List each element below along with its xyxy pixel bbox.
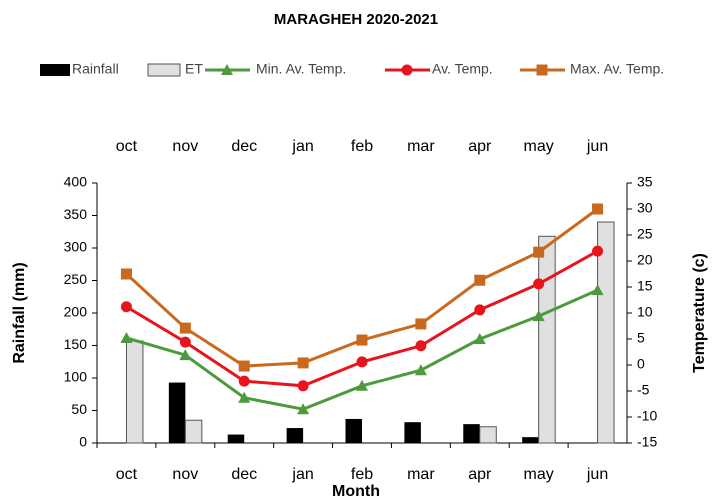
legend-marker (221, 64, 233, 75)
x-axis-label: Month (332, 483, 380, 500)
line-marker (415, 340, 427, 352)
line-marker (238, 391, 251, 403)
line-marker (474, 304, 486, 316)
bar (168, 382, 186, 443)
legend-label: ET (185, 61, 203, 77)
line-marker (297, 357, 309, 369)
y2-tick-label: 25 (637, 226, 653, 242)
line-marker (414, 364, 427, 376)
bar (345, 418, 362, 443)
y-tick-label: 350 (64, 206, 88, 222)
line-marker (591, 284, 604, 296)
x-top-label: jun (586, 138, 608, 155)
x-tick-label: dec (231, 466, 257, 483)
line-marker (356, 379, 368, 391)
line-marker (533, 246, 545, 258)
line-marker (532, 310, 545, 322)
y2-tick-label: -5 (637, 382, 650, 398)
line-marker (356, 356, 368, 368)
line-marker (179, 349, 192, 361)
legend-marker (536, 64, 548, 76)
legend-marker (401, 64, 413, 76)
x-tick-label: jun (586, 466, 608, 483)
line-marker (356, 334, 368, 346)
y-tick-label: 150 (64, 336, 88, 352)
bar (227, 434, 245, 443)
x-top-label: feb (351, 138, 373, 155)
x-top-label: apr (468, 138, 492, 155)
x-tick-label: apr (468, 466, 492, 483)
line-marker (592, 245, 604, 257)
x-top-label: jan (291, 138, 313, 155)
line-marker (179, 336, 191, 348)
y2-tick-label: -15 (637, 434, 657, 450)
line-marker (473, 333, 486, 344)
line-marker (179, 322, 191, 334)
legend-swatch (147, 63, 181, 77)
line-marker (120, 331, 133, 343)
chart-title: MARAGHEH 2020-2021 (274, 11, 438, 28)
line-marker (120, 268, 132, 280)
x-tick-label: mar (407, 466, 435, 483)
y2-tick-label: 15 (637, 278, 653, 294)
line-marker (238, 375, 250, 387)
x-tick-label: feb (351, 466, 373, 483)
legend-label: Max. Av. Temp. (570, 61, 664, 77)
x-top-label: may (524, 138, 554, 155)
y2-axis-label: Temperature (c) (691, 253, 708, 373)
x-tick-label: may (524, 466, 554, 483)
line-marker (297, 380, 309, 392)
bar (522, 437, 539, 443)
bar (463, 424, 480, 443)
y2-tick-label: -10 (637, 408, 657, 424)
x-top-label: oct (116, 138, 138, 155)
bar (286, 428, 304, 443)
line-marker (120, 301, 132, 313)
y-tick-label: 400 (64, 174, 88, 190)
x-top-label: mar (407, 138, 435, 155)
bar (597, 221, 615, 444)
line-marker (474, 274, 486, 286)
bar (538, 235, 556, 444)
y-tick-label: 100 (64, 369, 88, 385)
legend-swatch (40, 64, 70, 76)
line-marker (592, 203, 604, 215)
x-top-label: dec (231, 138, 257, 155)
y-tick-label: 200 (64, 304, 88, 320)
y-tick-label: 0 (79, 434, 87, 450)
y-tick-label: 250 (64, 271, 88, 287)
y-tick-label: 300 (64, 239, 88, 255)
y-axis-label: Rainfall (mm) (11, 262, 28, 363)
y2-tick-label: 10 (637, 304, 653, 320)
x-top-label: nov (172, 138, 198, 155)
bar (479, 426, 497, 444)
y-tick-label: 50 (71, 401, 87, 417)
line-marker (533, 278, 545, 290)
bar (125, 340, 144, 444)
y2-tick-label: 30 (637, 200, 653, 216)
legend-label: Min. Av. Temp. (256, 61, 346, 77)
y2-tick-label: 5 (637, 330, 645, 346)
x-tick-label: oct (116, 466, 138, 483)
x-tick-label: jan (291, 466, 313, 483)
line-marker (415, 318, 427, 330)
legend-label: Av. Temp. (432, 61, 493, 77)
x-tick-label: nov (172, 466, 198, 483)
y2-tick-label: 20 (637, 252, 653, 268)
legend-label: Rainfall (72, 61, 119, 77)
bar (184, 419, 203, 444)
line-marker (297, 403, 310, 415)
y2-tick-label: 0 (637, 356, 645, 372)
line-marker (238, 360, 250, 372)
y2-tick-label: 35 (637, 174, 653, 190)
bar (404, 422, 421, 443)
